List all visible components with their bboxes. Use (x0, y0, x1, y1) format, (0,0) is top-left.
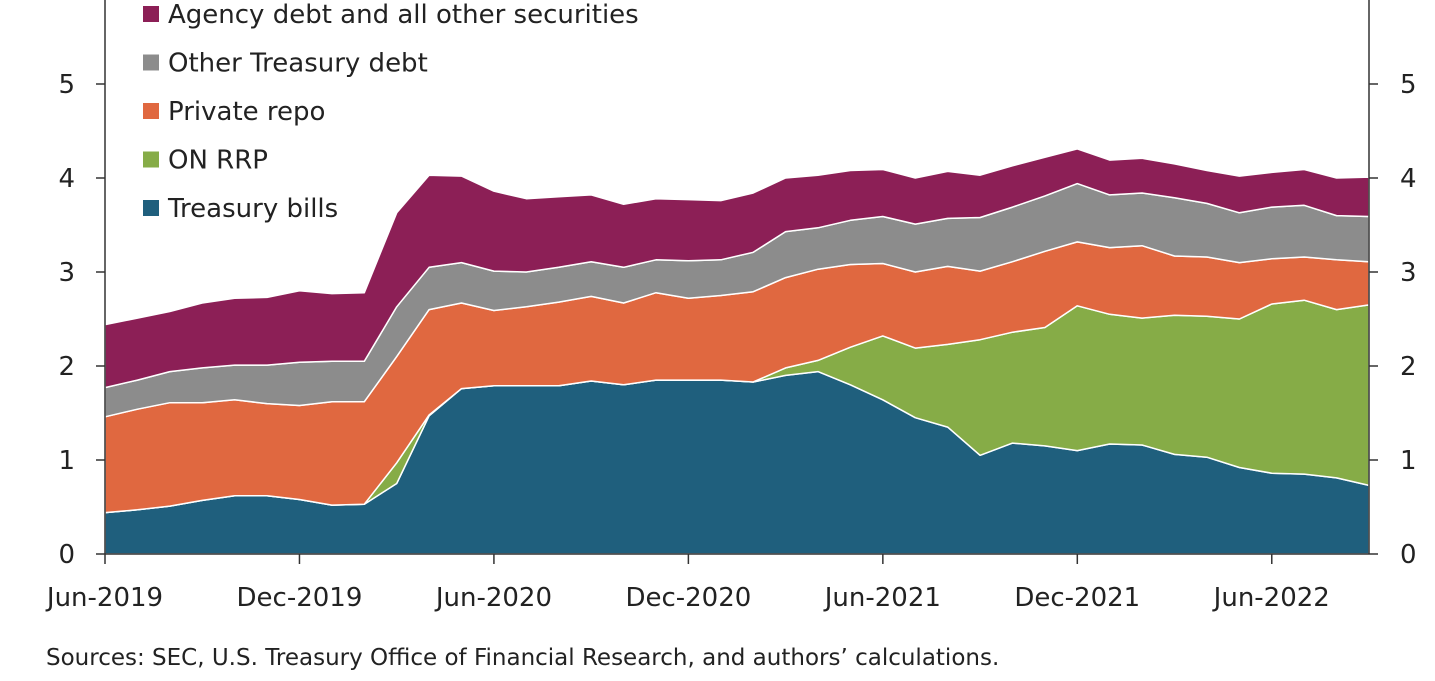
y-tick-label-left: 0 (58, 540, 75, 570)
legend-label-treasury-bills: Treasury bills (167, 194, 338, 224)
legend-swatch-private-repo (143, 103, 159, 119)
stacked-area-chart: 0 0 1 1 2 2 3 3 4 4 5 5 Jun-2019 Dec-2019 Jun-2020 Dec-… (45, 0, 1417, 613)
x-tick-label: Jun-2021 (823, 583, 941, 613)
legend-label-on-rrp: ON RRP (168, 146, 268, 176)
x-tick-label: Jun-2019 (45, 583, 163, 613)
legend-swatch-treasury-bills (143, 200, 159, 216)
x-tick-label: Dec-2019 (237, 583, 363, 613)
y-tick-label-right: 4 (1400, 164, 1417, 194)
legend-swatch-other-treasury-debt (143, 54, 159, 71)
series-areas (104, 148, 1370, 555)
x-tick-label: Jun-2022 (1212, 583, 1330, 613)
legend: Agency debt and all other securities Othe… (143, 0, 639, 224)
source-note: Sources: SEC, U.S. Treasury Office of Fi… (46, 645, 1000, 671)
y-tick-label-left: 1 (58, 446, 75, 476)
x-tick-label: Dec-2021 (1014, 583, 1140, 613)
legend-label-other-treasury-debt: Other Treasury debt (168, 49, 428, 79)
y-tick-label-right: 1 (1400, 446, 1417, 476)
y-tick-label-left: 4 (58, 164, 75, 194)
y-tick-label-right: 2 (1400, 352, 1417, 382)
x-tick-label: Jun-2020 (434, 583, 552, 613)
y-tick-label-right: 0 (1400, 540, 1417, 570)
y-tick-label-right: 5 (1400, 70, 1417, 100)
legend-label-private-repo: Private repo (168, 97, 325, 127)
y-tick-label-left: 3 (58, 258, 75, 288)
x-tick-label: Dec-2020 (625, 583, 751, 613)
legend-swatch-agency-debt-and-all-other-securities (143, 6, 159, 22)
y-tick-label-right: 3 (1400, 258, 1417, 288)
legend-swatch-on-rrp (143, 151, 159, 168)
y-tick-label-left: 5 (58, 70, 75, 100)
y-tick-label-left: 2 (58, 352, 75, 382)
legend-label-agency-debt-and-all-other-securities: Agency debt and all other securities (168, 0, 639, 30)
axes: 0 0 1 1 2 2 3 3 4 4 5 5 Jun-2019 Dec-2019 Jun-2020 Dec-… (45, 0, 1417, 613)
